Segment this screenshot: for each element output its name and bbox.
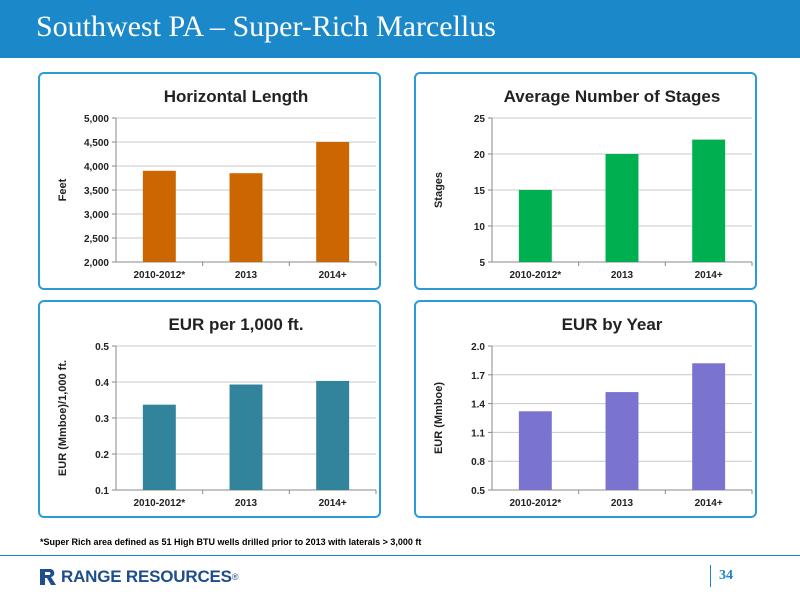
bar [692, 139, 726, 262]
slide-header: Southwest PA – Super-Rich Marcellus [0, 0, 800, 58]
x-tick-label: 2013 [611, 270, 634, 281]
y-tick-label: 0.5 [95, 342, 109, 353]
y-tick-label: 0.8 [471, 457, 485, 468]
footnote: *Super Rich area defined as 51 High BTU … [40, 537, 422, 547]
y-axis-label: EUR (Mmboe) [433, 382, 445, 454]
y-axis-label: Stages [433, 172, 445, 208]
bar [692, 363, 726, 490]
y-tick-label: 20 [474, 150, 486, 161]
y-tick-label: 0.1 [95, 486, 109, 497]
y-tick-label: 4,500 [84, 138, 109, 149]
bar [142, 404, 176, 490]
y-tick-label: 3,000 [84, 210, 109, 221]
bar [142, 170, 176, 262]
x-tick-label: 2014+ [319, 498, 347, 509]
y-tick-label: 1.4 [471, 400, 485, 411]
chart-panel-eur-by-year: EUR by Year 0.5 0.8 1.1 1.4 1.7 2.0 2010-2012* 2… [414, 300, 757, 518]
x-tick-label: 2013 [235, 498, 258, 509]
y-tick-label: 10 [474, 222, 486, 233]
bar [316, 142, 350, 262]
y-tick-label: 0.2 [95, 450, 109, 461]
x-tick-label: 2014+ [695, 498, 723, 509]
chart-panel-average-stages: Average Number of Stages 5 10 15 20 25 2010-20… [414, 72, 757, 290]
range-logo-mark-icon [40, 569, 56, 585]
chart-title: Horizontal Length [164, 87, 308, 106]
x-tick-label: 2010-2012* [509, 498, 561, 509]
footer-divider [0, 555, 800, 556]
x-tick-label: 2014+ [695, 270, 723, 281]
y-tick-label: 4,000 [84, 162, 109, 173]
y-tick-label: 0.4 [95, 378, 109, 389]
x-tick-label: 2010-2012* [133, 498, 185, 509]
x-tick-label: 2013 [611, 498, 634, 509]
chart-svg: Average Number of Stages 5 10 15 20 25 2010-20… [433, 87, 753, 281]
chart-title: EUR by Year [562, 315, 663, 334]
y-axis-label: Feet [57, 178, 69, 201]
range-resources-logo: RANGE RESOURCES ® [38, 566, 238, 588]
y-tick-label: 0.5 [471, 486, 485, 497]
chart-svg: EUR per 1,000 ft. 0.1 0.2 0.3 0.4 0.5 2010-201… [57, 315, 377, 509]
bar [518, 190, 552, 262]
bar [605, 392, 639, 490]
y-tick-label: 15 [474, 186, 486, 197]
bar [605, 154, 639, 262]
bar [229, 384, 263, 490]
chart-title: Average Number of Stages [504, 87, 721, 106]
logo-text: RANGE RESOURCES [61, 567, 232, 586]
chart-svg: Horizontal Length 2,000 2,500 3,000 3,500 4,0… [57, 87, 377, 281]
bar [316, 380, 350, 490]
y-tick-label: 5,000 [84, 114, 109, 125]
y-tick-label: 3,500 [84, 186, 109, 197]
chart-panel-horizontal-length: Horizontal Length 2,000 2,500 3,000 3,500 4,0… [38, 72, 381, 290]
y-tick-label: 1.7 [471, 371, 485, 382]
bar [518, 411, 552, 490]
bar [229, 173, 263, 262]
registered-mark: ® [231, 572, 239, 582]
y-axis-label: EUR (Mmboe)/1,000 ft. [57, 360, 69, 476]
chart-panel-eur-per-1000ft: EUR per 1,000 ft. 0.1 0.2 0.3 0.4 0.5 2010-201… [38, 300, 381, 518]
y-tick-label: 2,500 [84, 234, 109, 245]
x-tick-label: 2010-2012* [133, 270, 185, 281]
x-tick-label: 2013 [235, 270, 258, 281]
y-tick-label: 25 [474, 114, 486, 125]
x-tick-label: 2014+ [319, 270, 347, 281]
x-tick-label: 2010-2012* [509, 270, 561, 281]
chart-title: EUR per 1,000 ft. [168, 315, 303, 334]
y-tick-label: 0.3 [95, 414, 109, 425]
y-tick-label: 5 [479, 258, 485, 269]
y-tick-label: 2.0 [471, 342, 485, 353]
page-number: 34 [719, 568, 733, 583]
chart-svg: EUR by Year 0.5 0.8 1.1 1.4 1.7 2.0 2010-2012* 2… [433, 315, 753, 509]
page-number-separator [710, 565, 711, 587]
y-tick-label: 2,000 [84, 258, 109, 269]
y-tick-label: 1.1 [471, 428, 485, 439]
slide-title: Southwest PA – Super-Rich Marcellus [36, 10, 496, 43]
